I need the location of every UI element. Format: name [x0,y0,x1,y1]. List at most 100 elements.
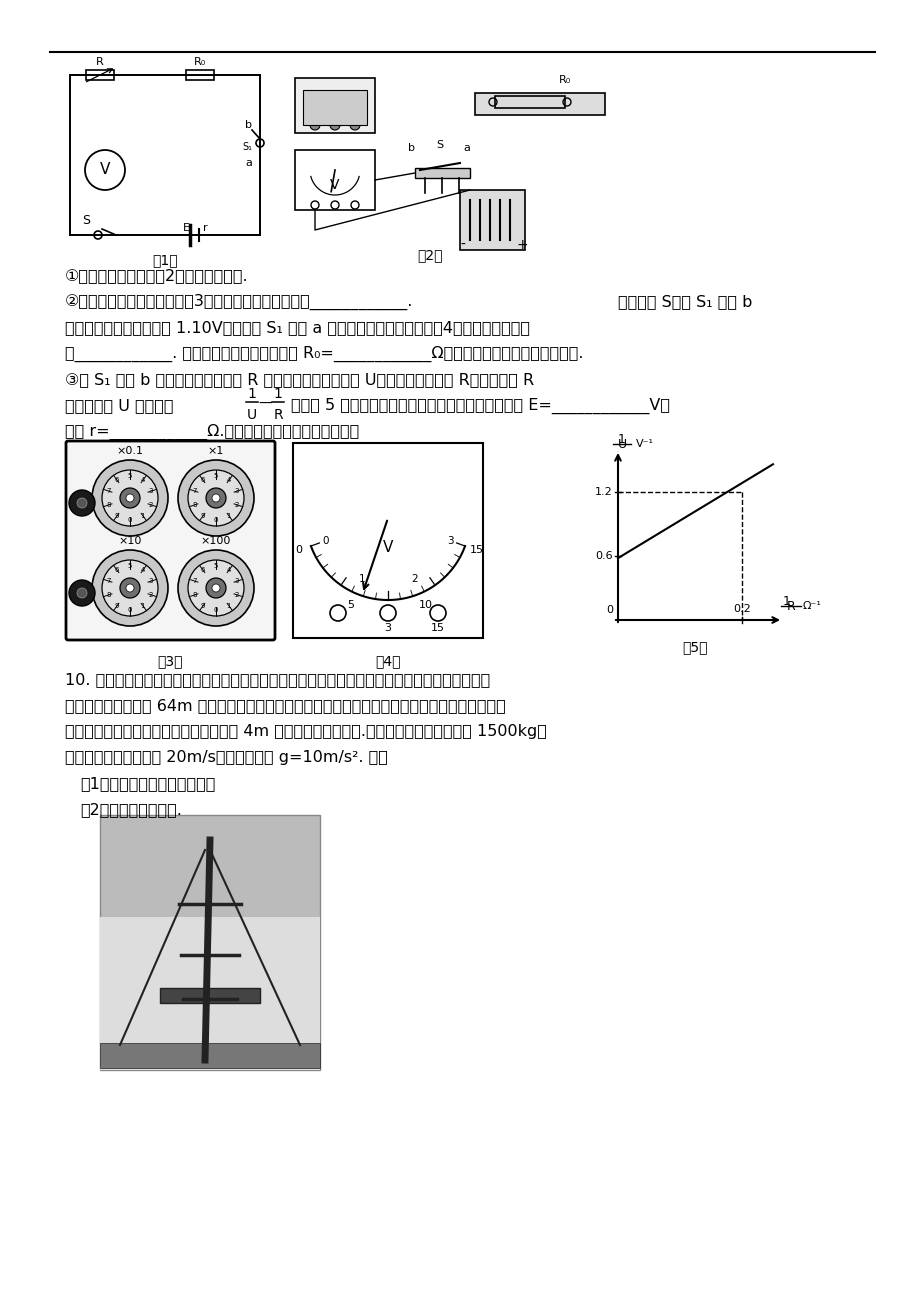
Circle shape [177,549,254,626]
Text: 6: 6 [115,568,119,573]
Text: 5: 5 [128,473,132,479]
Text: 1: 1 [226,603,231,609]
Circle shape [126,493,134,503]
Text: S₁: S₁ [242,142,252,152]
Text: 3: 3 [384,622,391,633]
Text: 7: 7 [107,578,111,585]
Text: 0: 0 [323,535,329,546]
Text: 定阵力而做匀减速运动，且下该到离地面 4m 高处速度恰好减为零.已知游客和座椅总质量为 1500kg，: 定阵力而做匀减速运动，且下该到离地面 4m 高处速度恰好减为零.已知游客和座椅总… [65,724,546,740]
Circle shape [85,150,125,190]
Text: （5）: （5） [682,641,707,654]
Text: 1.2: 1.2 [595,487,612,497]
Text: 4: 4 [226,478,231,483]
Text: （3）: （3） [157,654,183,668]
Text: 提升到离地最大高度 64m 处，然后由静止释放，开始下该过程可认为自由落体运动，然后受到一恒: 提升到离地最大高度 64m 处，然后由静止释放，开始下该过程可认为自由落体运动，… [65,698,505,713]
Text: ×100: ×100 [200,536,231,546]
Text: 闭合开关 S，将 S₁ 打到 b: 闭合开关 S，将 S₁ 打到 b [618,294,752,309]
Text: 1: 1 [358,574,365,583]
Circle shape [206,488,226,508]
Text: 8: 8 [107,501,111,508]
Text: （2）: （2） [417,247,442,262]
Circle shape [119,488,140,508]
Text: 8: 8 [107,592,111,598]
Circle shape [119,578,140,598]
Text: 2: 2 [149,592,153,598]
Text: S: S [82,214,90,227]
Text: R: R [96,57,104,66]
Circle shape [77,589,87,598]
Text: （4）: （4） [375,654,401,668]
Text: 4: 4 [226,568,231,573]
Text: 1: 1 [273,387,282,401]
Text: 6: 6 [200,568,205,573]
Bar [100,815,320,1070]
Text: 为____________. 根据以上测量数据可得电阵 R₀=____________Ω（计算结果保留两位有效数字）.: 为____________. 根据以上测量数据可得电阵 R₀=_________… [65,346,583,362]
Circle shape [92,460,168,536]
Text: +: + [516,238,528,253]
Text: U: U [617,437,626,450]
Text: ③将 S₁ 打到 b 端，读出电阵筱读数 R 以及相应的电压表读数 U，不断调节电阵筱 R，得到多组 R: ③将 S₁ 打到 b 端，读出电阵筱读数 R 以及相应的电压表读数 U，不断调节… [65,372,534,387]
Text: 5: 5 [213,562,218,569]
Text: U: U [246,408,256,422]
Text: 15: 15 [430,622,445,633]
Text: R₀: R₀ [194,57,206,66]
Bar [295,150,375,210]
Text: 1: 1 [782,595,790,608]
Text: 1: 1 [141,603,145,609]
Text: 0: 0 [213,607,218,613]
Bar [494,96,564,108]
Text: —: — [258,397,272,411]
Text: 10: 10 [418,600,432,611]
Text: 5: 5 [213,473,218,479]
Bar [100,917,320,1070]
Circle shape [102,560,158,616]
Text: 4: 4 [141,478,145,483]
Text: R: R [786,600,795,613]
Circle shape [330,120,340,130]
Text: 1: 1 [141,513,145,518]
Text: 6: 6 [200,478,205,483]
Bar [414,168,470,178]
Bar [292,443,482,638]
Text: 7: 7 [107,488,111,495]
Text: ②先将电阵筱电阵调至如图（3）所示，则其电阵读数为____________.: ②先将电阵筱电阵调至如图（3）所示，则其电阵读数为____________. [65,294,413,310]
Text: ×1: ×1 [208,447,224,456]
Text: 0: 0 [213,517,218,523]
Circle shape [77,497,87,508]
Text: 1: 1 [226,513,231,518]
Text: R₀: R₀ [558,76,571,85]
Text: ×0.1: ×0.1 [117,447,143,456]
Text: V⁻¹: V⁻¹ [635,439,653,449]
Text: 0.2: 0.2 [732,604,750,615]
Text: 8: 8 [193,592,197,598]
FancyBboxPatch shape [66,441,275,641]
Circle shape [126,585,134,592]
Text: 1: 1 [247,387,256,401]
Text: 0: 0 [295,546,302,556]
Text: 2: 2 [411,574,417,583]
Text: V: V [99,163,110,177]
Text: b: b [407,143,414,154]
Text: b: b [244,120,252,130]
Text: 10. 在游乐场，有一种大型游乐设施跳楼机，如图所示，参加游戏的游客被安全带固定在座椅上，: 10. 在游乐场，有一种大型游乐设施跳楼机，如图所示，参加游戏的游客被安全带固定… [65,672,490,687]
Text: Ω⁻¹: Ω⁻¹ [802,602,821,611]
Text: 5: 5 [346,600,354,611]
Text: 下该过程中最大速度为 20m/s，重力加速度 g=10m/s². 求：: 下该过程中最大速度为 20m/s，重力加速度 g=10m/s². 求： [65,750,388,766]
Circle shape [310,120,320,130]
Text: 8: 8 [193,501,197,508]
Circle shape [102,470,158,526]
Circle shape [206,578,226,598]
Circle shape [177,460,254,536]
Text: 端，读出电压表的读数为 1.10V；然后将 S₁ 打到 a 端，此时电压表读数如图（4）所示，则其读数: 端，读出电压表的读数为 1.10V；然后将 S₁ 打到 a 端，此时电压表读数如… [65,320,529,335]
Text: r: r [202,223,207,233]
Circle shape [211,493,220,503]
Bar [460,190,525,250]
Bar [474,92,605,115]
Bar [85,70,114,79]
Text: 値与相应的 U 値，作出: 値与相应的 U 値，作出 [65,398,174,413]
Bar [100,1043,320,1068]
Circle shape [349,120,359,130]
Circle shape [69,490,95,516]
Text: 4: 4 [141,568,145,573]
Text: E: E [182,223,189,233]
